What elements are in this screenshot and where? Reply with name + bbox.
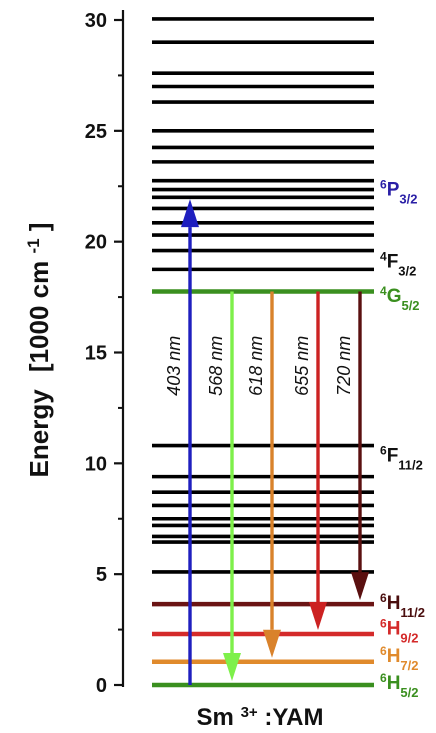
x-axis-title-main: Sm [197,704,234,731]
transition-arrowhead [223,653,241,681]
term-symbol-label: 6H5/2 [380,671,419,700]
transition-arrowhead [351,572,369,601]
transition-arrowhead [263,629,281,658]
transition-wavelength-label: 403 nm [164,336,184,396]
y-tick-label: 5 [96,564,107,586]
x-axis-title: Sm 3+ :YAM [197,704,324,732]
term-labels: 6P3/2 4F3/2 4G5/2 6F11/2 6H11/26H9/26H7/26H5… [380,178,425,700]
y-tick-label: 10 [85,453,107,475]
transition-arrowhead [181,199,199,228]
y-tick-label: 20 [85,232,107,254]
y-axis-title-units: [1000 cm [24,261,54,372]
transition-wavelength-label: 568 nm [206,336,226,396]
transition-arrowhead [309,602,327,631]
transition-wavelength-label: 655 nm [292,336,312,396]
y-axis-title-main: Energy [24,389,54,478]
y-tick-label: 15 [85,343,107,365]
term-symbol-label: 6H9/2 [380,616,419,645]
transition-wavelength-label: 720 nm [334,336,354,396]
y-tick-label: 25 [85,121,107,143]
y-axis-title-exp: -1 [24,238,43,253]
term-symbol-label: 6F11/2 [380,444,423,473]
term-symbol-label: 6H7/2 [380,644,419,673]
y-axis-title: Energy [1000 cm -1 ] [24,223,55,478]
transition-arrows: 403 nm 568 nm 618 nm 655 nm 720 nm [164,199,369,685]
transition-wavelength-label: 618 nm [246,336,266,396]
y-tick-label: 30 [85,10,107,32]
x-axis-title-sup: 3+ [241,704,258,721]
y-tick-label: 0 [96,675,107,697]
term-symbol-label: 4G5/2 [380,284,420,313]
term-symbol-label: 4F3/2 [380,250,416,279]
y-ticks: 0 5 10 15 20 25 30 [85,10,123,697]
x-axis-title-rest: :YAM [264,704,323,731]
term-symbol-label: 6P3/2 [380,178,417,207]
term-symbol-label: 6H11/2 [380,591,425,620]
y-axis-title-close: ] [24,223,54,232]
